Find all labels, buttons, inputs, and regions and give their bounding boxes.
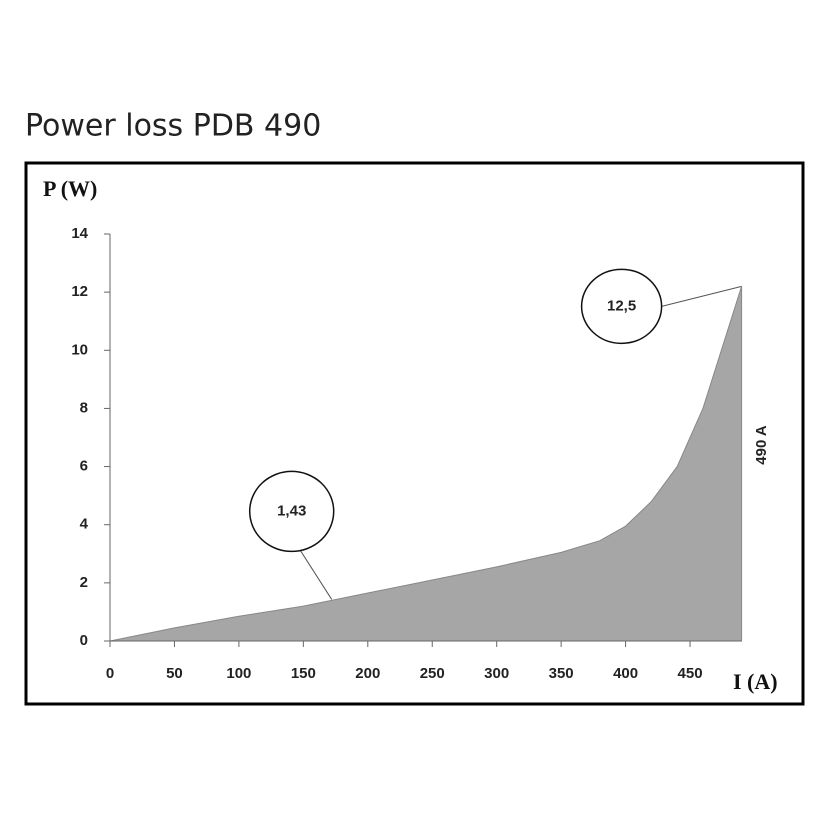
y-tick-label: 2 — [80, 574, 88, 591]
annotation-leader — [661, 285, 742, 307]
chart-title: Power loss PDB 490 — [25, 109, 321, 144]
y-tick-label: 8 — [80, 399, 88, 416]
y-tick-label: 10 — [71, 341, 88, 358]
annotation-leader — [299, 549, 333, 600]
side-label: 490 A — [753, 425, 770, 465]
x-axis-label: I (A) — [733, 669, 778, 694]
x-tick-label: 50 — [166, 665, 183, 682]
x-tick-label: 150 — [291, 665, 316, 682]
annotation-label: 1,43 — [277, 502, 306, 519]
x-tick-label: 450 — [678, 665, 703, 682]
chart-frame — [24, 161, 805, 706]
y-axis-label: P (W) — [43, 176, 97, 201]
y-tick-label: 14 — [71, 225, 88, 242]
x-tick-label: 200 — [355, 665, 380, 682]
y-tick-label: 6 — [80, 458, 88, 475]
x-tick-label: 400 — [613, 665, 638, 682]
x-tick-label: 350 — [549, 665, 574, 682]
x-tick-label: 0 — [106, 665, 114, 682]
x-tick-label: 300 — [484, 665, 509, 682]
y-tick-label: 4 — [80, 516, 89, 533]
annotation-bubble — [580, 268, 663, 345]
annotation-label: 12,5 — [607, 297, 636, 314]
annotation-bubble — [248, 470, 335, 553]
x-tick-label: 250 — [420, 665, 445, 682]
y-tick-label: 12 — [71, 283, 88, 300]
y-tick-label: 0 — [80, 632, 88, 649]
area — [109, 286, 743, 642]
x-tick-label: 100 — [226, 665, 251, 682]
